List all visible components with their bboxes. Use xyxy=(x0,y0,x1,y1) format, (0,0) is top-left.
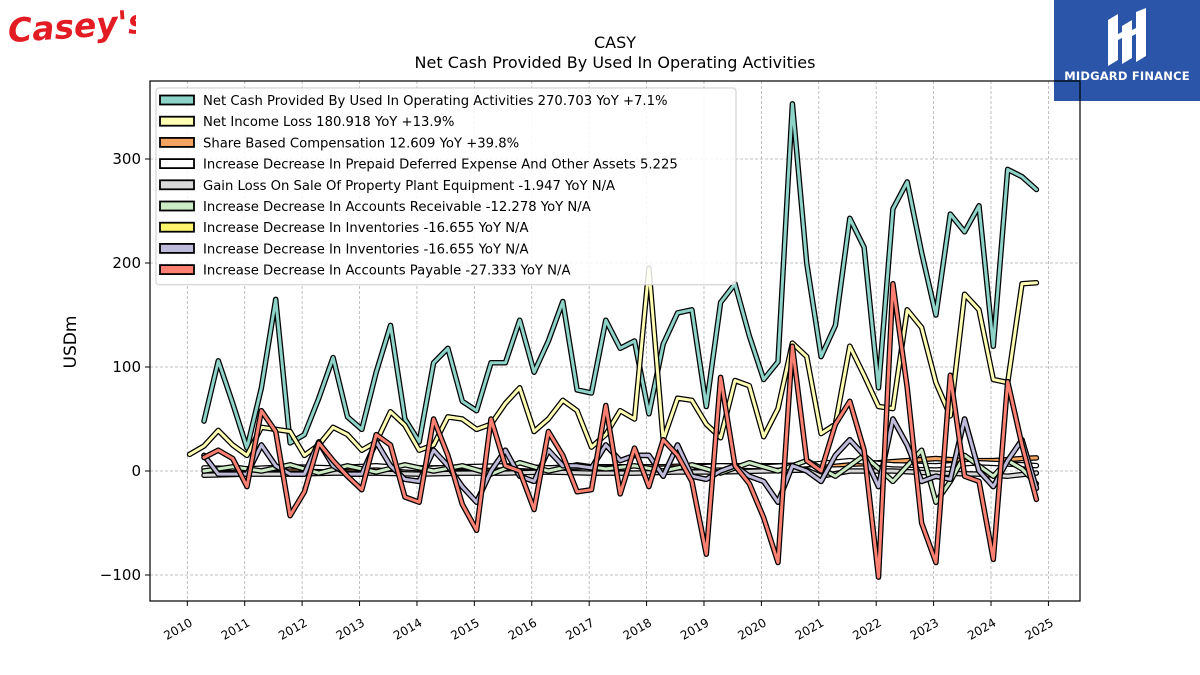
series-lines xyxy=(186,101,1040,580)
x-tick-label: 2014 xyxy=(391,615,424,642)
legend-swatch xyxy=(159,221,195,233)
caseys-logo: Casey's xyxy=(4,2,149,60)
y-tick-label: 100 xyxy=(112,358,141,376)
y-tick-label: 200 xyxy=(112,254,141,272)
legend-entry-label: Share Based Compensation 12.609 YoY +39.… xyxy=(203,136,519,151)
x-tick-label: 2024 xyxy=(965,615,998,642)
legend-swatch xyxy=(159,115,195,127)
legend-entry-label: Increase Decrease In Prepaid Deferred Ex… xyxy=(203,158,678,173)
x-tick-label: 2013 xyxy=(334,615,367,642)
chart-title: CASY xyxy=(594,33,636,52)
legend-entry-label: Increase Decrease In Accounts Payable -2… xyxy=(203,264,570,279)
x-tick-label: 2025 xyxy=(1022,615,1055,642)
x-tick-label: 2019 xyxy=(678,615,711,642)
x-tick-label: 2023 xyxy=(908,615,941,642)
y-tick-label: 300 xyxy=(112,150,141,168)
legend: Net Cash Provided By Used In Operating A… xyxy=(155,87,737,286)
legend-entry-label: Increase Decrease In Inventories -16.655… xyxy=(203,221,529,236)
series-line xyxy=(202,282,1038,579)
x-tick-label: 2010 xyxy=(161,615,194,642)
legend-entry-label: Gain Loss On Sale Of Property Plant Equi… xyxy=(203,179,615,194)
legend-entry-label: Increase Decrease In Inventories -16.655… xyxy=(203,242,529,257)
legend-swatch xyxy=(159,200,195,212)
legend-entry-label: Increase Decrease In Accounts Receivable… xyxy=(203,200,591,215)
chart-subtitle: Net Cash Provided By Used In Operating A… xyxy=(415,53,816,72)
y-tick-label: 0 xyxy=(131,462,141,480)
x-tick-label: 2017 xyxy=(563,615,596,642)
legend-box xyxy=(155,87,737,286)
x-tick-label: 2020 xyxy=(735,615,768,642)
legend-swatch xyxy=(159,264,195,276)
legend-swatch xyxy=(159,179,195,191)
legend-swatch xyxy=(159,136,195,148)
x-tick-label: 2018 xyxy=(621,615,654,642)
x-tick-label: 2016 xyxy=(506,615,539,642)
series-line xyxy=(188,266,1038,457)
legend-entry-label: Net Income Loss 180.918 YoY +13.9% xyxy=(203,115,454,130)
y-axis-label: USDm xyxy=(61,316,81,369)
legend-swatch xyxy=(159,158,195,170)
x-tick-label: 2022 xyxy=(850,615,883,642)
x-tick-label: 2012 xyxy=(276,615,309,642)
legend-swatch xyxy=(159,94,195,106)
midgard-logo-text: MIDGARD FINANCE xyxy=(1064,69,1190,83)
legend-entry-label: Net Cash Provided By Used In Operating A… xyxy=(203,94,668,109)
caseys-logo-text: Casey's xyxy=(7,2,136,50)
plot-frame xyxy=(149,80,1081,602)
midgard-mark-icon xyxy=(1108,8,1146,66)
y-tick-label: −100 xyxy=(100,566,141,584)
series-line xyxy=(202,102,1038,450)
midgard-finance-logo: MIDGARD FINANCE xyxy=(1054,0,1200,101)
x-tick-label: 2011 xyxy=(219,615,252,642)
x-tick-label: 2015 xyxy=(448,615,481,642)
x-tick-label: 2021 xyxy=(793,615,826,642)
legend-swatch xyxy=(159,242,195,254)
